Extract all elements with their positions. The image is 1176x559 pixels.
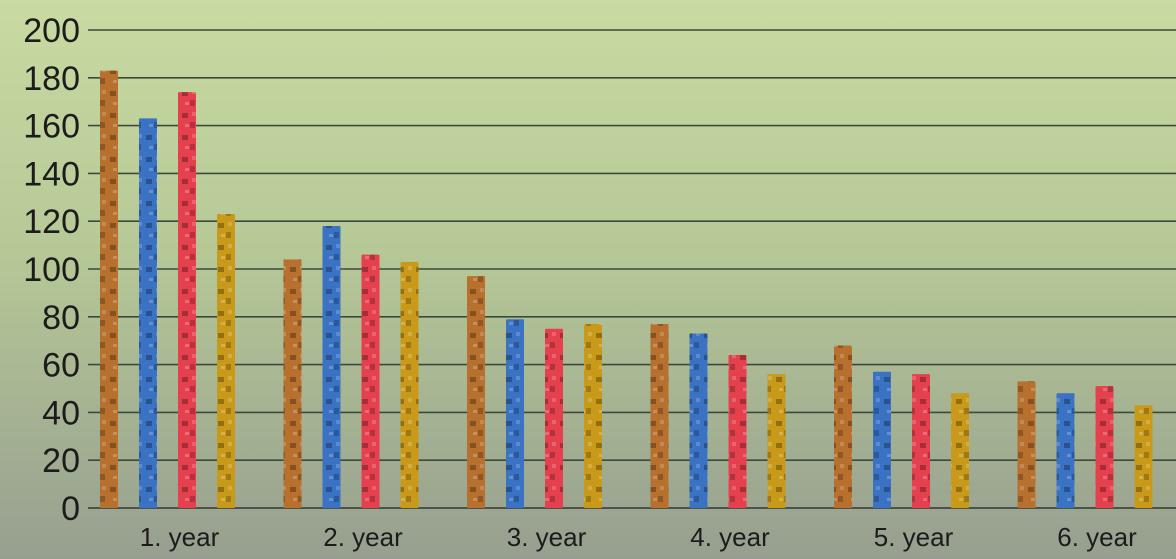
y-tick-label: 0	[61, 490, 80, 528]
y-tick-label: 120	[23, 203, 80, 241]
bar-texture	[100, 70, 118, 508]
x-tick-label: 4. year	[690, 522, 770, 552]
bar-texture	[400, 261, 419, 508]
bar-texture	[322, 225, 341, 509]
bar-texture	[951, 393, 969, 508]
bar-texture	[584, 323, 602, 508]
y-tick-label: 20	[42, 442, 80, 480]
gridlines	[88, 29, 1176, 509]
y-tick-label: 160	[23, 108, 80, 146]
bar-texture	[1017, 381, 1036, 508]
bar-texture	[767, 374, 786, 508]
bar-texture	[506, 319, 524, 508]
bar-texture	[834, 345, 852, 508]
bar-texture	[217, 214, 235, 508]
bars	[100, 70, 1153, 509]
bar-texture	[873, 371, 891, 508]
bar-texture	[545, 328, 563, 508]
bar-texture	[283, 259, 302, 508]
y-tick-label: 40	[42, 394, 80, 432]
x-tick-label: 1. year	[140, 522, 220, 552]
bar-texture	[1056, 393, 1075, 508]
bar-texture	[1095, 386, 1114, 508]
bar-texture	[139, 118, 157, 509]
y-tick-label: 80	[42, 299, 80, 337]
x-tick-label: 6. year	[1057, 522, 1137, 552]
x-axis-ticks: 1. year 2. year 3. year 4. year 5. year 6. ye…	[140, 522, 1137, 552]
bar-texture	[728, 355, 747, 508]
bar-texture	[912, 374, 930, 508]
bar-texture	[361, 254, 380, 508]
bar-texture	[689, 333, 708, 508]
x-tick-label: 2. year	[323, 522, 403, 552]
y-tick-label: 140	[23, 155, 80, 193]
y-tick-label: 60	[42, 347, 80, 385]
x-tick-label: 5. year	[874, 522, 954, 552]
bar-texture	[467, 276, 485, 508]
y-tick-label: 180	[23, 60, 80, 98]
x-tick-label: 3. year	[507, 522, 587, 552]
bar-texture	[650, 323, 669, 508]
bar-texture	[178, 92, 196, 508]
y-tick-label: 100	[23, 251, 80, 289]
y-axis-ticks: 0 20 40 60 80 100 120 140 160 180 200	[23, 12, 80, 528]
y-tick-label: 200	[23, 12, 80, 50]
bar-texture	[1134, 405, 1153, 508]
